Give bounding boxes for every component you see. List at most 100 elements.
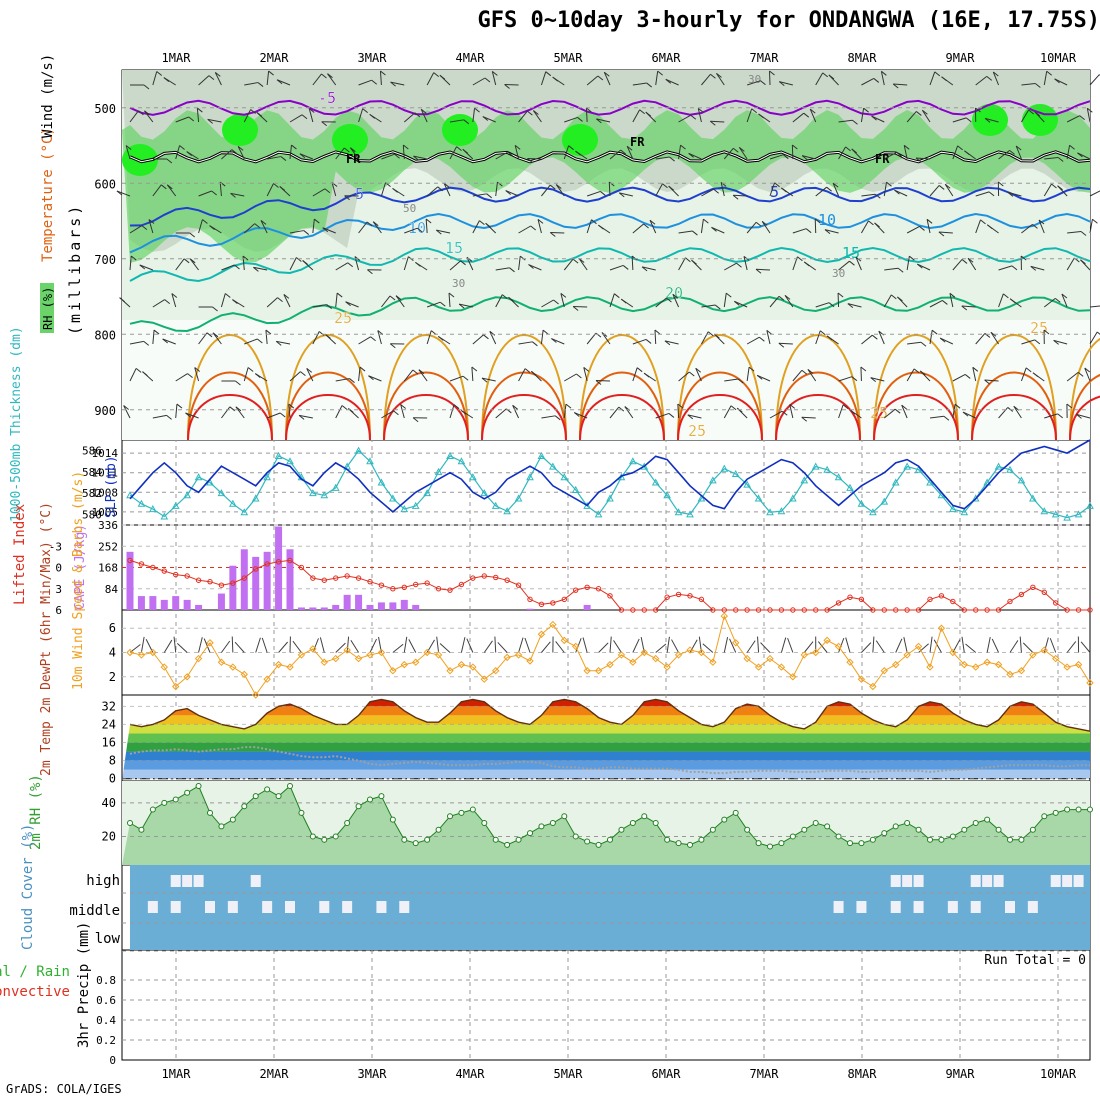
wind-barb-flag — [501, 294, 508, 300]
wind-barb — [655, 297, 667, 308]
wind-speed-marker — [526, 657, 534, 665]
rh2m-marker — [961, 826, 968, 833]
wind-barb — [778, 342, 793, 345]
wind-barb-flag — [160, 184, 167, 190]
wind-barb — [129, 368, 137, 382]
wind-speed-marker — [423, 648, 431, 657]
wind-barb — [1020, 367, 1027, 382]
thickness-line — [129, 449, 1091, 519]
wind-barb-flag — [439, 74, 446, 80]
wind-barb-flag — [527, 158, 533, 163]
wind-barb — [420, 109, 428, 123]
wind-barb-flag — [832, 182, 839, 188]
wind-barb-flag — [162, 338, 168, 344]
rh2m-marker — [492, 836, 499, 843]
wind-barb — [244, 338, 258, 345]
wind-speed-marker — [629, 658, 637, 666]
lifted-index-marker — [333, 575, 339, 581]
wind-barb-10m — [173, 636, 177, 653]
wind-barb-flag — [1080, 231, 1087, 236]
lifted-index-marker — [1075, 607, 1082, 613]
wind-barb-flag — [325, 334, 331, 339]
wind-barb — [312, 304, 327, 308]
wind-barb — [129, 340, 144, 345]
wind-barb-flag — [257, 338, 263, 344]
thickness-marker — [800, 476, 809, 484]
wind-barb-flag — [965, 117, 972, 123]
rh2m-marker — [835, 833, 842, 840]
wind-barb — [380, 182, 386, 197]
rh2m-marker — [458, 809, 465, 816]
wind-barb-flag — [669, 156, 675, 162]
wind-barb-flag — [265, 329, 272, 335]
rh2m-marker — [652, 820, 659, 826]
wind-barb — [402, 144, 405, 160]
wind-speed-marker — [903, 651, 911, 659]
wind-barb-10m — [986, 636, 991, 653]
wind-speed-marker — [332, 654, 340, 663]
wind-barb-flag — [250, 109, 256, 114]
wind-barb-10m — [524, 637, 531, 653]
wind-speed-marker — [663, 663, 671, 671]
wind-barb-flag — [507, 151, 514, 157]
cape-bar — [217, 593, 225, 610]
rh2m-marker — [847, 840, 853, 847]
thickness-marker — [823, 465, 831, 473]
wind-speed-marker — [297, 651, 306, 659]
wind-barb — [632, 223, 644, 234]
wind-barb-flag — [871, 115, 877, 121]
rh2m-marker — [915, 826, 922, 833]
temp-color-band — [122, 742, 1090, 752]
wind-barb-10m — [1066, 641, 1077, 653]
wind-barb-flag — [572, 306, 579, 311]
rh2m-marker — [538, 823, 545, 830]
thickness-marker — [286, 457, 294, 465]
wind-barb — [312, 188, 326, 197]
wind-barb-flag — [852, 119, 858, 125]
wind-barb-flag — [941, 76, 947, 82]
wind-barb-flag — [938, 185, 945, 190]
wind-speed-marker — [1040, 646, 1048, 654]
thickness-marker — [171, 501, 180, 509]
wind-barb-flag — [944, 183, 951, 189]
wind-barb-flag — [577, 117, 583, 122]
wind-barb-flag — [1087, 107, 1093, 113]
li-tick: 3 — [55, 583, 62, 596]
rh2m-marker — [332, 833, 339, 840]
wind-barb — [327, 73, 337, 86]
temp-legend-label: Temperature (°C) — [40, 127, 56, 262]
wind-barb-flag — [695, 367, 702, 373]
rh2m-marker — [721, 816, 728, 823]
wind-barb — [403, 369, 414, 382]
wind-barb-flag — [739, 147, 745, 152]
freezing-line-core — [129, 151, 1091, 163]
wind-barb — [884, 151, 897, 160]
warm-dome-contour — [481, 394, 567, 441]
wind-barb-flag — [537, 219, 544, 224]
wind-barb — [335, 147, 345, 160]
wind-barb-flag — [508, 296, 514, 302]
wind-barb — [1053, 339, 1068, 345]
wind-barb-flag — [645, 111, 652, 117]
wind-barb-flag — [691, 259, 697, 265]
wind-barb-flag — [116, 190, 123, 196]
rh2m-marker — [207, 809, 213, 816]
wind-barb — [860, 108, 865, 123]
day-label-bottom: 9MAR — [946, 1067, 976, 1081]
temp-tick: 24 — [102, 717, 116, 731]
wind-barb-flag — [144, 110, 150, 116]
wind-barb-flag — [984, 333, 991, 338]
lifted-index-marker — [1007, 598, 1013, 605]
wind-barb-flag — [166, 184, 173, 190]
wind-barb-flag — [1009, 298, 1016, 304]
wind-barb-flag — [336, 292, 343, 298]
wind-barb-10m — [497, 642, 508, 653]
wind-speed-marker — [697, 648, 706, 657]
wind-barb-10m — [466, 638, 474, 653]
wind-barb-flag — [568, 145, 574, 151]
rh2m-marker — [447, 813, 453, 820]
wind-barb — [1043, 297, 1056, 308]
wind-barb — [139, 264, 154, 271]
wind-barb — [221, 264, 235, 271]
wind-speed-marker — [286, 663, 294, 671]
